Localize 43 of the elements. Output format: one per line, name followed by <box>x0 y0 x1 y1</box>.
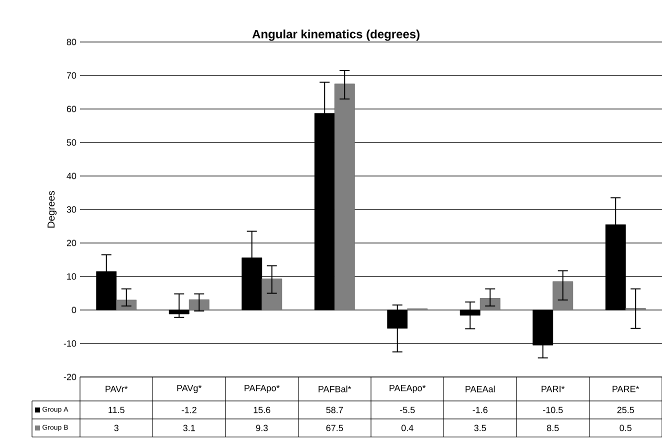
y-tick-label: 20 <box>66 240 76 246</box>
data-label: 0.4 <box>401 424 414 432</box>
x-tick-label: PAVg* <box>177 384 202 394</box>
data-label: 3.5 <box>474 424 486 432</box>
data-label: 8.5 <box>547 424 559 432</box>
data-label: -1.6 <box>472 406 488 414</box>
y-tick-label: 80 <box>66 38 76 46</box>
data-label: 0.5 <box>620 424 632 432</box>
x-tick-label: PARI* <box>542 386 565 392</box>
y-tick-label: 50 <box>66 139 76 146</box>
x-tick-label: PAVr* <box>106 386 128 392</box>
y-tick-label: 70 <box>66 72 76 79</box>
data-label: -10.5 <box>543 406 563 414</box>
data-label: -5.5 <box>400 406 415 414</box>
bar <box>334 84 355 310</box>
chart-title: Angular kinematics (degrees) <box>252 30 420 41</box>
data-label: 3.1 <box>183 424 195 432</box>
y-tick-label: -20 <box>64 374 76 380</box>
bar <box>262 278 282 310</box>
data-label: -1.2 <box>182 406 196 414</box>
data-label: 11.5 <box>108 406 124 414</box>
y-tick-label: -10 <box>64 340 76 347</box>
data-label: 58.7 <box>326 406 343 414</box>
y-tick-label: 40 <box>66 172 76 180</box>
y-axis-title: Degrees <box>48 190 57 228</box>
x-tick-label: PARE* <box>612 386 640 392</box>
y-tick-label: 60 <box>66 106 76 112</box>
data-label: 25.5 <box>617 406 634 414</box>
y-tick-label: 0 <box>72 306 76 314</box>
x-tick-label: PAFBal* <box>318 386 352 392</box>
bar <box>116 300 137 310</box>
y-tick-label: 10 <box>67 273 76 280</box>
y-tick-label: 30 <box>66 206 76 213</box>
x-tick-label: PAEAal <box>466 386 495 392</box>
data-label: 3 <box>114 424 118 432</box>
bar <box>480 298 500 310</box>
data-label: 67.5 <box>326 424 344 432</box>
bar <box>552 281 574 310</box>
data-label: 15.6 <box>254 406 270 414</box>
x-tick-label: PAFApo* <box>244 384 280 394</box>
x-tick-label: PAEApo* <box>390 384 426 394</box>
bar <box>188 299 210 310</box>
data-label: 9.3 <box>256 424 268 432</box>
